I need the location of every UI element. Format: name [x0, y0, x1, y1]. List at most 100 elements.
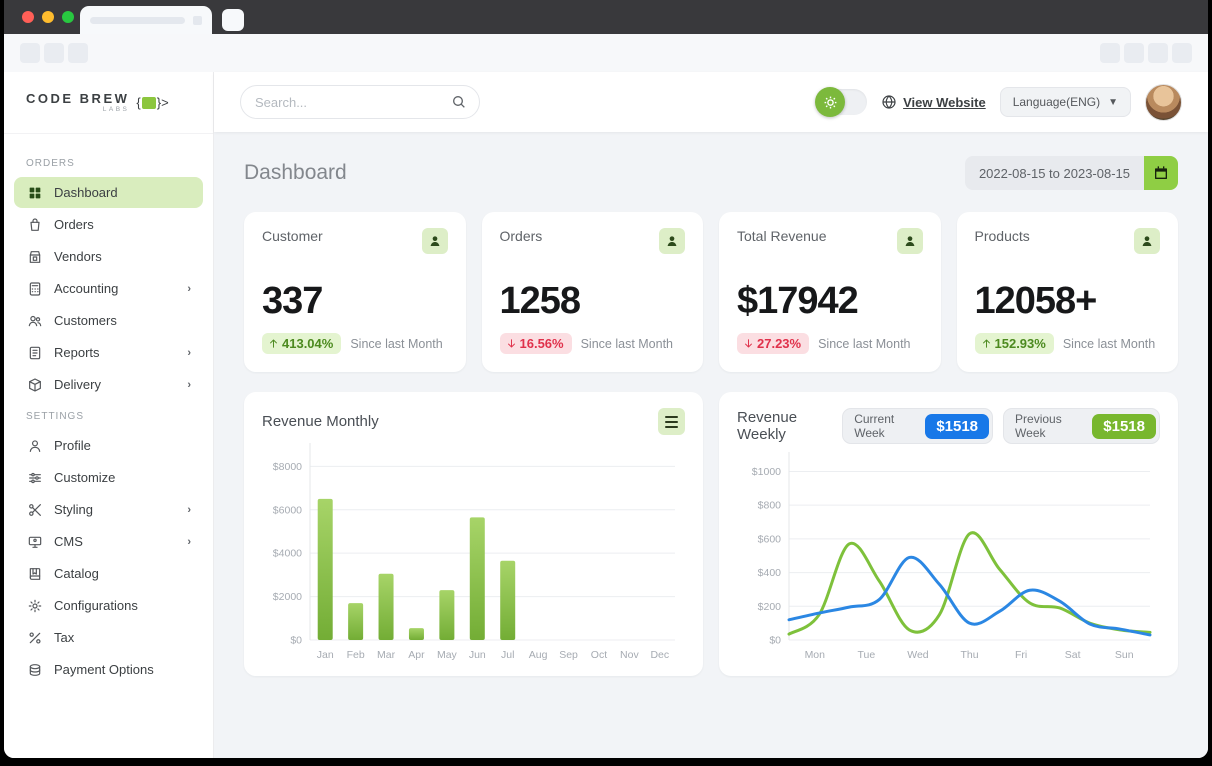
previous-week-badge[interactable]: Previous Week $1518 — [1003, 408, 1160, 444]
badge-value: $1518 — [1092, 413, 1156, 439]
svg-text:$800: $800 — [758, 500, 782, 512]
stat-card-total-revenue: Total Revenue $17942 27.23% Since last M… — [719, 212, 941, 372]
svg-text:Dec: Dec — [650, 649, 669, 661]
change-value: 27.23% — [757, 336, 802, 351]
app-logo[interactable]: CODE BREW LABS {}> — [4, 72, 213, 134]
back-button-skeleton[interactable] — [20, 43, 40, 63]
sidebar-item-label: Accounting — [54, 281, 119, 296]
change-caption: Since last Month — [1062, 336, 1156, 351]
users-icon — [26, 312, 43, 329]
user-solid-icon — [896, 228, 923, 254]
svg-text:$0: $0 — [769, 635, 781, 647]
view-website-link[interactable]: View Website — [881, 94, 986, 110]
sidebar-item-dashboard[interactable]: Dashboard — [14, 177, 203, 208]
sidebar-item-label: Profile — [54, 438, 91, 453]
hamburger-icon — [665, 415, 678, 418]
stat-card-customer: Customer 337 413.04% Since last Month — [244, 212, 466, 372]
chevron-down-icon: ▼ — [1108, 96, 1118, 108]
svg-text:Sun: Sun — [1115, 649, 1134, 661]
svg-text:$4000: $4000 — [273, 548, 302, 560]
sidebar-item-tax[interactable]: Tax — [14, 622, 203, 653]
tab-close-skeleton[interactable] — [193, 15, 202, 25]
traffic-lights — [22, 11, 74, 23]
browser-tab[interactable] — [80, 6, 212, 34]
nav-buttons-skeleton — [20, 43, 88, 63]
maximize-window-button[interactable] — [62, 11, 74, 23]
forward-button-skeleton[interactable] — [44, 43, 64, 63]
stat-cards-row: Customer 337 413.04% Since last Month Or… — [244, 212, 1178, 372]
sidebar-item-customers[interactable]: Customers — [14, 305, 203, 336]
menu-button-skeleton[interactable] — [1172, 43, 1192, 63]
change-badge: 16.56% — [499, 333, 572, 354]
stat-value: 337 — [262, 280, 323, 322]
search-icon[interactable] — [451, 94, 467, 110]
nav-section-label: SETTINGS — [26, 411, 85, 422]
profile-button-skeleton[interactable] — [1148, 43, 1168, 63]
revenue-weekly-title: Revenue Weekly — [737, 409, 798, 443]
percent-icon — [26, 629, 43, 646]
badge-label: Current Week — [854, 412, 895, 440]
change-badge: 152.93% — [974, 333, 1054, 354]
calendar-button[interactable] — [1144, 156, 1178, 190]
user-avatar[interactable] — [1145, 83, 1182, 121]
svg-text:Apr: Apr — [408, 649, 425, 661]
stat-value: $17942 — [737, 280, 859, 322]
chart-menu-button[interactable] — [658, 408, 685, 435]
svg-text:May: May — [437, 649, 458, 661]
sidebar-item-profile[interactable]: Profile — [14, 430, 203, 461]
svg-text:$200: $200 — [758, 601, 782, 613]
sidebar-item-label: Vendors — [54, 249, 102, 264]
change-badge: 27.23% — [737, 333, 810, 354]
svg-text:Tue: Tue — [857, 649, 875, 661]
sidebar-item-customize[interactable]: Customize — [14, 462, 203, 493]
sidebar-item-vendors[interactable]: Vendors — [14, 241, 203, 272]
sidebar-item-styling[interactable]: Styling › — [14, 494, 203, 525]
sidebar-item-catalog[interactable]: Catalog — [14, 558, 203, 589]
sidebar-item-reports[interactable]: Reports › — [14, 337, 203, 368]
svg-text:Nov: Nov — [620, 649, 639, 661]
search-input[interactable] — [255, 94, 451, 110]
browser-toolbar — [4, 34, 1208, 72]
svg-text:Jun: Jun — [469, 649, 486, 661]
change-caption: Since last Month — [350, 336, 443, 351]
sidebar-item-accounting[interactable]: Accounting › — [14, 273, 203, 304]
sidebar-item-label: Dashboard — [54, 185, 118, 200]
date-range-value[interactable]: 2022-08-15 to 2023-08-15 — [964, 156, 1144, 190]
monitor-icon — [26, 533, 43, 550]
tab-title-skeleton — [90, 16, 185, 24]
sidebar-item-cms[interactable]: CMS › — [14, 526, 203, 557]
stat-title: Total Revenue — [737, 228, 827, 244]
dashboard-content: Dashboard 2022-08-15 to 2023-08-15 — [214, 132, 1208, 758]
sidebar-item-label: Customers — [54, 313, 117, 328]
sidebar-item-label: Catalog — [54, 566, 99, 581]
new-tab-button[interactable] — [222, 9, 244, 31]
chevron-right-icon: › — [187, 378, 191, 391]
extension-button-skeleton[interactable] — [1124, 43, 1144, 63]
svg-text:Sep: Sep — [559, 649, 578, 661]
minimize-window-button[interactable] — [42, 11, 54, 23]
language-dropdown[interactable]: Language(ENG) ▼ — [999, 87, 1131, 117]
current-week-badge[interactable]: Current Week $1518 — [842, 408, 994, 444]
stat-value: 12058+ — [974, 280, 1098, 322]
svg-text:Wed: Wed — [907, 649, 929, 661]
svg-text:Mon: Mon — [805, 649, 826, 661]
sidebar-item-label: Delivery — [54, 377, 101, 392]
sidebar-item-delivery[interactable]: Delivery › — [14, 369, 203, 400]
svg-text:$400: $400 — [758, 567, 782, 579]
extension-button-skeleton[interactable] — [1100, 43, 1120, 63]
date-range-picker: 2022-08-15 to 2023-08-15 — [964, 156, 1178, 190]
stat-title: Customer — [262, 228, 323, 244]
theme-toggle[interactable] — [815, 87, 868, 117]
sidebar-item-payment-options[interactable]: Payment Options — [14, 654, 203, 685]
close-window-button[interactable] — [22, 11, 34, 23]
shopping-bag-icon — [26, 216, 43, 233]
line-chart-svg: $0 $200 $400 $600 $800 $1000 Mon Tue Wed Thu Fri Sa… — [752, 452, 1152, 661]
nav-section-label: ORDERS — [26, 158, 75, 169]
sidebar-item-orders[interactable]: Orders — [14, 209, 203, 240]
change-caption: Since last Month — [818, 336, 911, 351]
reload-button-skeleton[interactable] — [68, 43, 88, 63]
revenue-monthly-chart: $0 $2000 $4000 $6000 $8000 Jan Feb Mar Apr May Jun… — [262, 439, 685, 666]
sidebar-item-configurations[interactable]: Configurations — [14, 590, 203, 621]
stat-card-products: Products 12058+ 152.93% Since last Month — [956, 212, 1178, 372]
